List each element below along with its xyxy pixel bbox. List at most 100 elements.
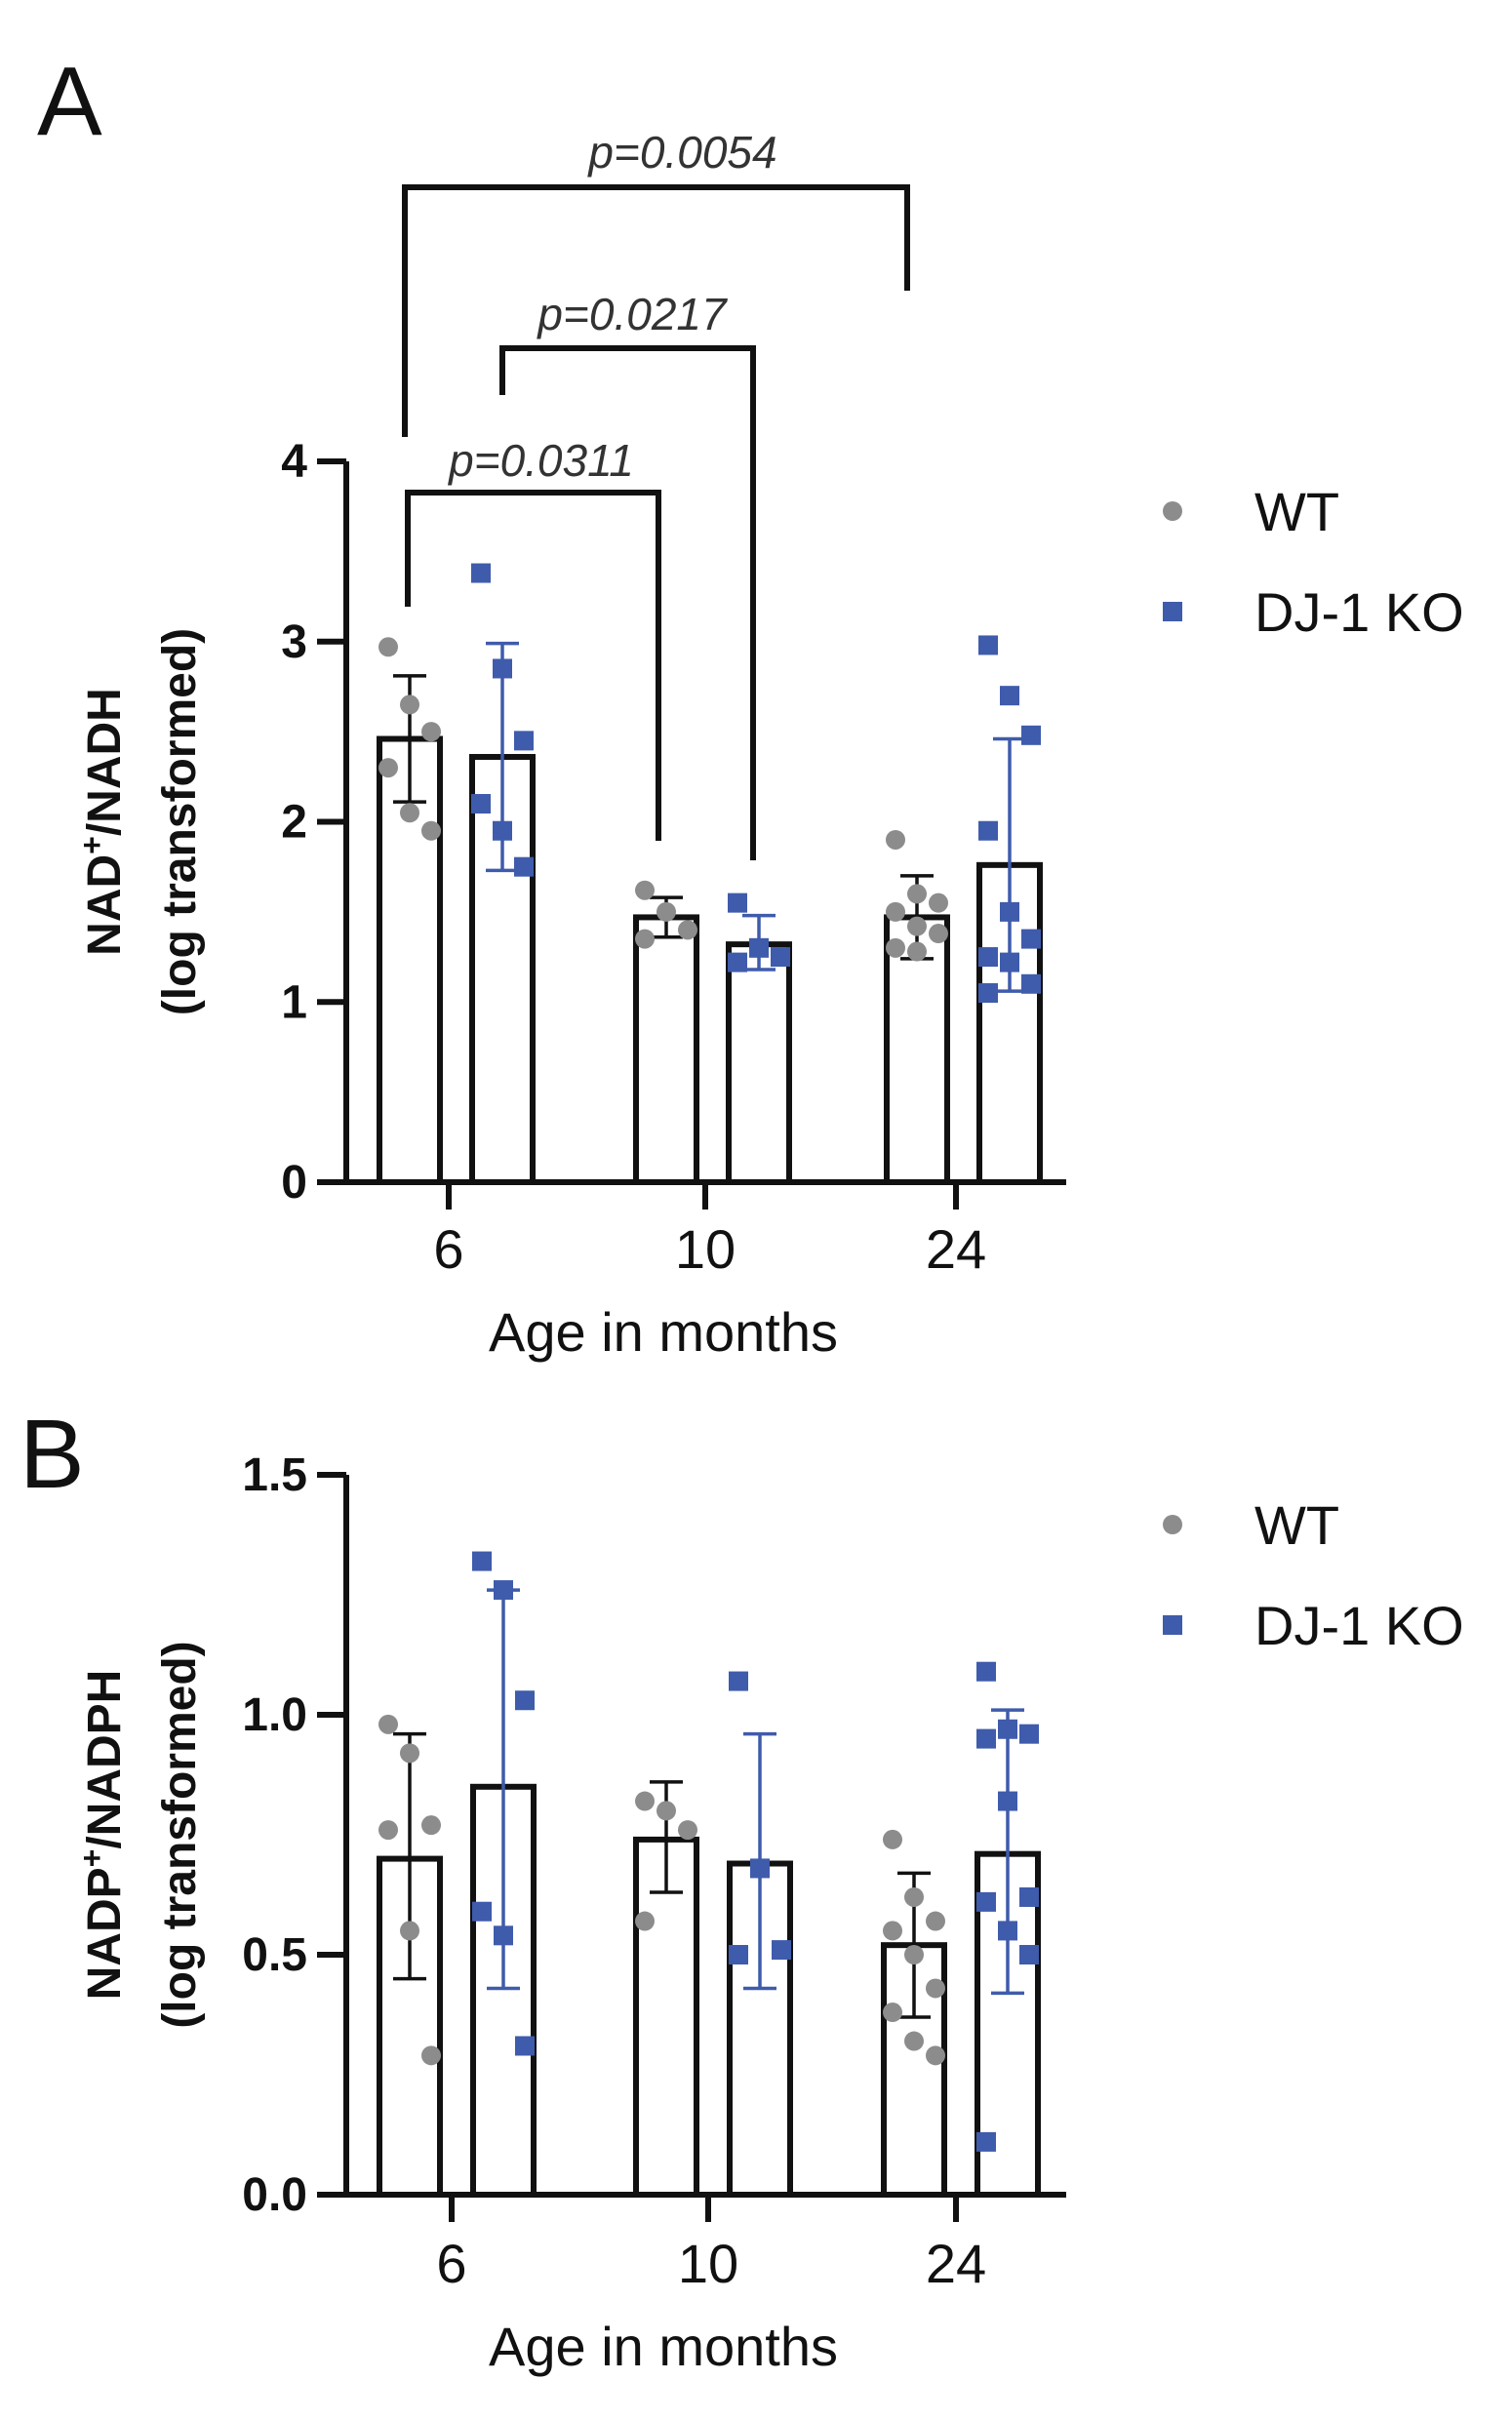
x-tick-label: 24 [926, 2233, 986, 2294]
data-point [678, 920, 697, 940]
data-point [494, 1925, 513, 1946]
data-point [378, 637, 398, 657]
data-point [421, 2045, 441, 2066]
y-tick-label: 0 [281, 1157, 307, 1209]
data-point [976, 1891, 996, 1912]
data-point [515, 2036, 535, 2056]
bar [633, 1836, 699, 2199]
data-point [976, 1728, 996, 1749]
data-point [400, 1743, 419, 1764]
legend-marker-wt [1163, 501, 1182, 521]
data-point [494, 1580, 513, 1601]
x-tick-label: 6 [433, 1218, 463, 1280]
data-point [471, 563, 491, 583]
data-point [998, 1791, 1017, 1811]
data-point [998, 1719, 1017, 1739]
bar [470, 1783, 537, 2199]
panel-a: A 0 1 2 3 4 6 10 24 Age in months NAD+/NADH (log tr… [37, 47, 1464, 1363]
data-point [493, 820, 512, 841]
significance-bracket [405, 490, 661, 841]
data-point [907, 941, 927, 962]
data-point [929, 893, 948, 913]
data-point [1021, 929, 1041, 949]
y-tick-label: 1.0 [242, 1689, 307, 1741]
p-value-label: p=0.0217 [536, 289, 728, 339]
data-point [635, 1791, 655, 1811]
y-tick-label: 2 [281, 797, 307, 849]
data-point [1000, 686, 1019, 706]
data-point [729, 1671, 748, 1691]
significance-bracket [402, 184, 910, 437]
data-point [400, 694, 419, 715]
data-point [1000, 901, 1019, 922]
y-axis-label: NAD+/NADH [74, 688, 131, 956]
legend-marker-ko [1163, 1615, 1182, 1635]
data-point [514, 856, 534, 877]
y-axis-label-line2: (log transformed) [154, 1641, 206, 2028]
data-point [926, 1911, 945, 1931]
legend-marker-ko [1163, 602, 1182, 621]
y-axis-label: NADP+/NADPH [74, 1670, 131, 2001]
bar [726, 941, 792, 1185]
significance-bracket [499, 345, 756, 860]
data-point [471, 794, 491, 814]
data-point [976, 2131, 996, 2152]
y-axis-label-line2: (log transformed) [154, 628, 206, 1015]
y-tick-label: 4 [281, 436, 307, 488]
data-point [1021, 973, 1041, 994]
data-point [493, 658, 512, 679]
data-point [657, 901, 676, 922]
data-point [1019, 1724, 1039, 1744]
x-axis-label: Age in months [489, 2316, 838, 2377]
data-point [421, 820, 441, 841]
data-point [771, 947, 790, 968]
data-point [904, 2031, 924, 2051]
data-point [728, 893, 747, 913]
data-point [1019, 1945, 1039, 1964]
legend-marker-wt [1163, 1515, 1182, 1534]
bar [633, 914, 699, 1185]
x-tick-label: 10 [678, 2233, 738, 2294]
y-tick-label: 1.5 [242, 1449, 307, 1501]
y-tick-label: 0.5 [242, 1929, 307, 1981]
bar [884, 914, 950, 1185]
data-point [515, 1690, 535, 1711]
data-point [378, 1714, 398, 1734]
data-point [978, 947, 998, 968]
p-value-label: p=0.0311 [447, 435, 634, 486]
data-point [378, 1820, 398, 1841]
data-point [635, 1911, 655, 1931]
data-point [750, 1858, 770, 1879]
data-point [926, 2045, 945, 2066]
data-point [421, 722, 441, 742]
data-point [907, 916, 927, 936]
data-point [886, 829, 905, 850]
y-tick-label: 1 [281, 976, 307, 1028]
data-point [1021, 725, 1041, 745]
data-point [635, 929, 655, 949]
data-point [904, 1886, 924, 1907]
data-point [1019, 1886, 1039, 1907]
data-point [1000, 952, 1019, 972]
data-point [729, 1945, 748, 1964]
data-point [421, 1815, 441, 1836]
data-point [472, 1551, 492, 1571]
legend-label-ko: DJ-1 KO [1254, 1595, 1464, 1656]
y-tick-label: 3 [281, 616, 307, 668]
data-point [378, 758, 398, 778]
data-point [929, 924, 948, 944]
data-point [657, 1801, 676, 1821]
data-point [978, 820, 998, 841]
data-point [883, 1921, 902, 1941]
data-point [883, 2003, 902, 2023]
data-point [886, 937, 905, 958]
data-point [400, 1921, 419, 1941]
data-point [749, 937, 769, 958]
data-point [678, 1820, 697, 1841]
legend-label-ko: DJ-1 KO [1254, 581, 1464, 643]
data-point [728, 952, 747, 972]
data-point [926, 1978, 945, 1999]
x-axis-label: Age in months [489, 1301, 838, 1363]
data-point [886, 901, 905, 922]
x-tick-label: 10 [675, 1218, 736, 1280]
